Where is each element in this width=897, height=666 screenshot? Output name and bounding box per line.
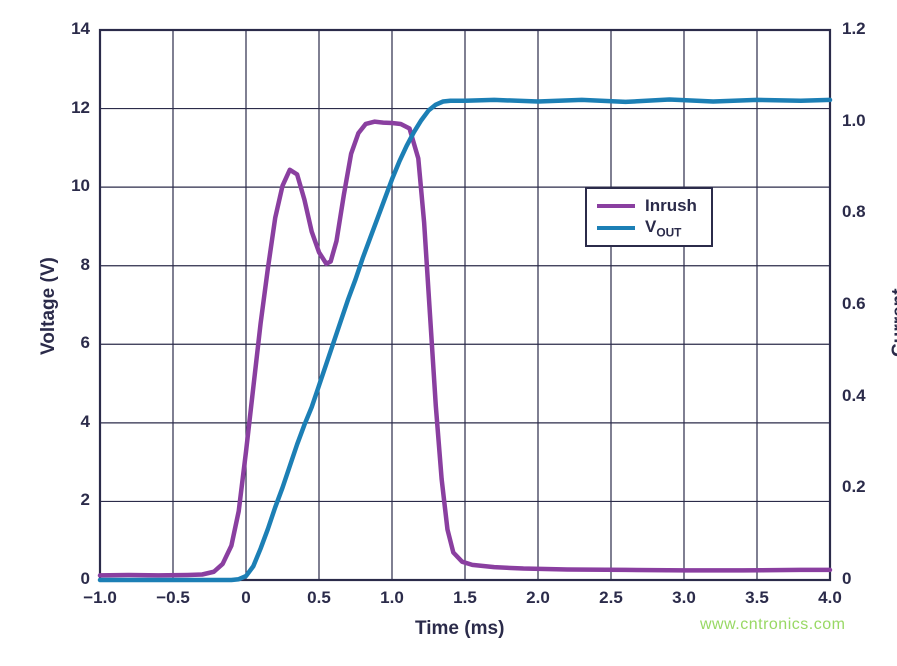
- legend-item: VOUT: [597, 217, 697, 239]
- y-right-axis-label: Current (A): [889, 288, 897, 357]
- y-right-tick-label: 1.2: [842, 19, 866, 39]
- y-left-tick-label: 6: [81, 333, 90, 353]
- legend-label: Inrush: [645, 196, 697, 216]
- x-tick-label: −0.5: [151, 588, 195, 608]
- y-right-tick-label: 0: [842, 569, 851, 589]
- x-tick-label: 0: [224, 588, 268, 608]
- chart-container: −1.0−0.500.51.01.52.02.53.03.54.00246810…: [0, 0, 897, 666]
- x-tick-label: 3.5: [735, 588, 779, 608]
- legend-item: Inrush: [597, 195, 697, 217]
- x-tick-label: 1.0: [370, 588, 414, 608]
- x-tick-label: −1.0: [78, 588, 122, 608]
- y-left-tick-label: 12: [71, 98, 90, 118]
- x-tick-label: 0.5: [297, 588, 341, 608]
- y-left-tick-label: 2: [81, 490, 90, 510]
- x-tick-label: 1.5: [443, 588, 487, 608]
- legend: InrushVOUT: [585, 187, 713, 247]
- y-left-tick-label: 4: [81, 412, 90, 432]
- y-right-tick-label: 0.2: [842, 477, 866, 497]
- x-tick-label: 4.0: [808, 588, 852, 608]
- legend-swatch: [597, 204, 635, 208]
- y-right-tick-label: 0.4: [842, 386, 866, 406]
- chart-svg: [0, 0, 897, 666]
- y-left-tick-label: 0: [81, 569, 90, 589]
- y-left-tick-label: 10: [71, 176, 90, 196]
- y-left-tick-label: 14: [71, 19, 90, 39]
- y-left-axis-label: Voltage (V): [38, 257, 60, 355]
- y-left-tick-label: 8: [81, 255, 90, 275]
- legend-swatch: [597, 226, 635, 230]
- legend-label: VOUT: [645, 217, 681, 239]
- x-tick-label: 2.5: [589, 588, 633, 608]
- x-tick-label: 2.0: [516, 588, 560, 608]
- y-right-tick-label: 1.0: [842, 111, 866, 131]
- x-tick-label: 3.0: [662, 588, 706, 608]
- watermark: www.cntronics.com: [700, 616, 845, 634]
- x-axis-label: Time (ms): [415, 618, 504, 640]
- y-right-tick-label: 0.6: [842, 294, 866, 314]
- y-right-tick-label: 0.8: [842, 202, 866, 222]
